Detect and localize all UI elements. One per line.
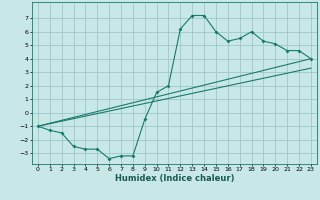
X-axis label: Humidex (Indice chaleur): Humidex (Indice chaleur) (115, 174, 234, 183)
